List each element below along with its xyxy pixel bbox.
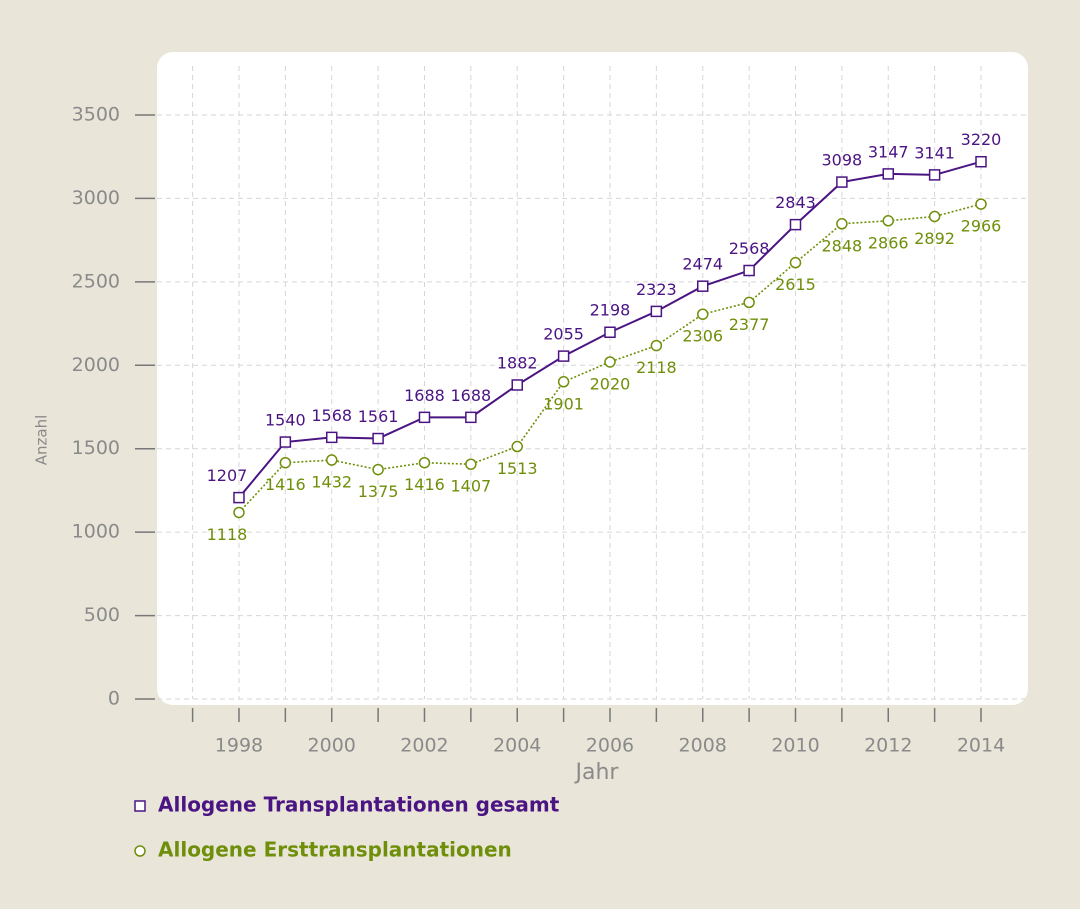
data-label: 3220 (961, 130, 1002, 149)
y-tick-label: 3500 (72, 104, 120, 126)
x-tick-label: 2012 (864, 735, 912, 757)
data-label: 1407 (450, 477, 491, 496)
x-tick-label: 1998 (215, 735, 263, 757)
y-tick-label: 3000 (72, 187, 120, 209)
data-label: 2306 (682, 327, 723, 346)
marker (975, 198, 987, 210)
marker (836, 218, 848, 230)
marker (928, 210, 941, 223)
series-line (238, 203, 982, 513)
marker (325, 431, 338, 444)
marker (465, 458, 477, 470)
data-label: 2198 (590, 301, 631, 320)
data-label: 1688 (450, 386, 491, 405)
x-tick-label: 2000 (308, 735, 356, 757)
marker (789, 256, 802, 269)
data-label: 3147 (868, 142, 909, 161)
data-label: 1561 (358, 407, 399, 426)
marker (279, 436, 292, 448)
legend-label: Allogene Ersttransplantationen (158, 838, 512, 862)
data-label: 2966 (961, 217, 1002, 236)
marker (511, 440, 523, 453)
y-axis-title: Anzahl (33, 415, 51, 466)
marker (279, 456, 292, 469)
marker (418, 411, 431, 424)
y-tick-label: 0 (108, 688, 120, 710)
data-label: 2568 (729, 239, 770, 258)
x-tick-label: 2010 (771, 735, 819, 757)
data-label: 1901 (543, 394, 584, 413)
x-tick-label: 2008 (679, 735, 727, 757)
marker (928, 169, 941, 181)
marker (418, 456, 431, 469)
legend-marker (134, 800, 146, 812)
marker (604, 326, 616, 338)
marker (836, 176, 848, 188)
data-label: 1416 (404, 475, 445, 494)
x-tick-label: 2004 (493, 735, 541, 757)
legend-label: Allogene Transplantationen gesamt (158, 793, 560, 817)
data-label: 1540 (265, 411, 306, 430)
data-label: 2055 (543, 325, 584, 344)
marker (696, 308, 709, 320)
data-label: 2615 (775, 275, 816, 294)
x-tick-label: 2014 (957, 735, 1005, 757)
data-label: 1375 (358, 482, 399, 501)
x-axis-title: Jahr (574, 760, 620, 785)
y-tick-label: 2000 (72, 354, 120, 376)
marker (372, 432, 384, 445)
data-label: 1207 (207, 466, 248, 485)
y-tick-label: 500 (84, 604, 120, 626)
data-label: 1118 (207, 525, 248, 544)
marker (975, 155, 987, 168)
data-label: 2848 (822, 236, 863, 255)
marker (557, 350, 570, 362)
data-label: 2377 (729, 315, 770, 334)
data-label: 3098 (822, 151, 863, 170)
y-tick-label: 1000 (72, 521, 120, 543)
data-label: 2843 (775, 193, 816, 212)
marker (372, 463, 384, 476)
data-label: 2474 (682, 255, 723, 274)
marker (325, 454, 338, 466)
marker (882, 215, 894, 227)
marker (233, 506, 245, 519)
marker (557, 376, 570, 388)
data-label: 2020 (590, 374, 631, 393)
y-tick-label: 2500 (72, 270, 120, 292)
data-label: 2118 (636, 358, 677, 377)
x-tick-label: 2006 (586, 735, 634, 757)
data-label: 1416 (265, 475, 306, 494)
marker (650, 339, 663, 352)
marker (604, 356, 616, 368)
marker (696, 280, 709, 292)
marker (465, 411, 477, 424)
marker (789, 218, 802, 231)
marker (511, 379, 523, 391)
data-label: 1432 (311, 473, 352, 492)
legend-marker (134, 845, 146, 857)
x-tick-label: 2002 (400, 735, 448, 757)
y-tick-label: 1500 (72, 437, 120, 459)
data-label: 1568 (311, 406, 352, 425)
data-label: 1882 (497, 353, 538, 372)
data-label: 1688 (404, 386, 445, 405)
plot-panel (157, 52, 1028, 705)
data-label: 2892 (914, 229, 955, 248)
data-label: 3141 (914, 143, 955, 162)
marker (650, 305, 663, 318)
marker (743, 296, 755, 309)
data-label: 2323 (636, 280, 677, 299)
data-label: 1513 (497, 459, 538, 478)
marker (233, 491, 245, 504)
marker (743, 264, 755, 277)
marker (882, 168, 894, 180)
data-label: 2866 (868, 233, 909, 252)
